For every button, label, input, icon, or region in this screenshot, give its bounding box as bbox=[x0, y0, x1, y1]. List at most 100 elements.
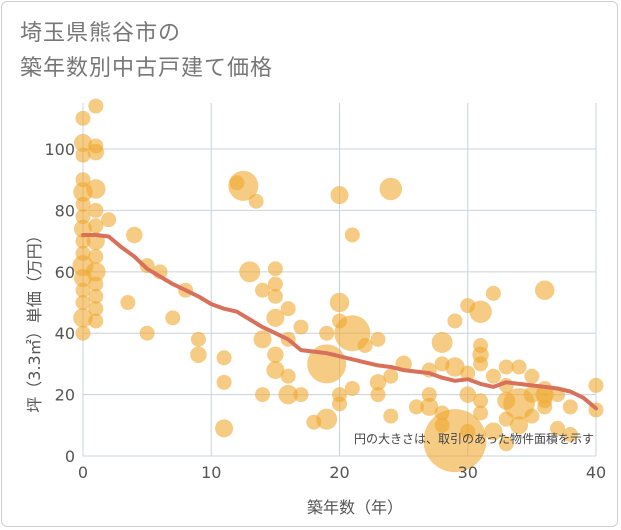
data-point bbox=[460, 423, 476, 439]
data-point bbox=[126, 226, 143, 244]
data-point bbox=[473, 393, 489, 409]
data-point bbox=[421, 387, 437, 403]
data-point bbox=[330, 186, 349, 205]
data-point bbox=[431, 331, 453, 353]
y-tick-label: 0 bbox=[65, 447, 75, 466]
size-legend-note: 円の大きさは、取引のあった物件面積を示す bbox=[354, 431, 594, 446]
data-point bbox=[511, 359, 527, 375]
data-point bbox=[550, 420, 566, 436]
data-point bbox=[460, 365, 476, 381]
data-point bbox=[420, 397, 439, 416]
x-tick-label: 0 bbox=[78, 463, 88, 482]
data-point bbox=[267, 261, 283, 277]
data-point bbox=[75, 282, 91, 298]
data-point bbox=[280, 301, 296, 317]
data-point bbox=[344, 227, 360, 243]
x-tick-label: 20 bbox=[329, 463, 349, 482]
x-tick-label: 10 bbox=[201, 463, 221, 482]
data-point bbox=[383, 408, 399, 424]
data-point bbox=[248, 193, 264, 209]
data-point bbox=[534, 280, 555, 300]
data-point bbox=[267, 276, 283, 292]
data-point bbox=[253, 330, 272, 349]
data-point bbox=[510, 416, 529, 435]
data-point bbox=[473, 356, 489, 372]
data-point bbox=[588, 377, 604, 393]
data-point bbox=[88, 288, 104, 304]
data-point bbox=[267, 346, 284, 363]
data-point bbox=[239, 261, 261, 283]
data-point bbox=[293, 387, 309, 403]
data-point bbox=[369, 374, 387, 391]
data-point bbox=[498, 359, 514, 375]
data-point bbox=[537, 399, 553, 415]
data-point bbox=[75, 209, 91, 225]
data-point bbox=[266, 361, 285, 380]
data-point bbox=[379, 177, 403, 201]
data-point bbox=[332, 396, 347, 412]
data-point bbox=[370, 331, 386, 347]
data-point bbox=[562, 427, 578, 443]
data-point bbox=[190, 346, 207, 363]
data-point bbox=[485, 285, 501, 301]
data-point bbox=[75, 233, 91, 249]
data-point bbox=[523, 386, 541, 403]
data-point bbox=[165, 310, 181, 326]
data-point bbox=[88, 98, 104, 114]
data-point bbox=[266, 308, 285, 327]
data-point bbox=[316, 408, 338, 430]
data-point bbox=[139, 325, 155, 341]
data-point bbox=[383, 368, 399, 384]
data-point bbox=[524, 368, 540, 384]
data-point bbox=[75, 196, 91, 212]
data-points bbox=[72, 98, 604, 473]
data-point bbox=[473, 405, 489, 421]
x-tick-label: 30 bbox=[458, 463, 478, 482]
data-point bbox=[445, 357, 465, 377]
y-tick-label: 20 bbox=[55, 386, 75, 405]
data-point bbox=[293, 319, 309, 335]
data-point bbox=[88, 248, 104, 264]
data-point bbox=[101, 212, 117, 228]
data-point bbox=[498, 436, 514, 452]
data-point bbox=[469, 300, 492, 323]
data-point bbox=[74, 133, 92, 152]
data-point bbox=[255, 282, 271, 298]
data-point bbox=[278, 384, 298, 405]
chart-title: 埼玉県熊谷市の 築年数別中古戸建て価格 bbox=[20, 21, 274, 81]
data-point bbox=[484, 422, 503, 441]
data-point bbox=[88, 313, 104, 329]
data-point bbox=[88, 218, 104, 234]
data-point bbox=[216, 350, 232, 366]
data-point bbox=[344, 380, 360, 396]
data-point bbox=[357, 337, 373, 353]
data-point bbox=[524, 408, 540, 424]
data-point bbox=[562, 399, 578, 415]
data-point bbox=[75, 325, 91, 341]
data-point bbox=[215, 419, 234, 438]
grid bbox=[82, 103, 597, 457]
y-tick-label: 100 bbox=[44, 140, 75, 159]
x-tick-label: 40 bbox=[586, 463, 606, 482]
y-tick-label: 80 bbox=[55, 201, 75, 220]
data-point bbox=[267, 288, 283, 304]
data-point bbox=[75, 147, 91, 163]
data-point bbox=[228, 170, 259, 201]
data-point bbox=[75, 110, 91, 126]
data-point bbox=[255, 387, 271, 403]
data-point bbox=[280, 368, 296, 384]
y-tick-label: 60 bbox=[55, 263, 75, 282]
x-axis-label: 築年数（年） bbox=[307, 498, 403, 517]
data-point bbox=[88, 202, 104, 218]
data-point bbox=[87, 143, 105, 161]
data-point bbox=[319, 325, 335, 341]
data-point bbox=[459, 386, 476, 403]
trend-line bbox=[81, 233, 598, 411]
data-point bbox=[370, 387, 386, 403]
y-axis-label: 坪（3.3㎡）単価（万円） bbox=[25, 227, 44, 412]
y-tick-label: 40 bbox=[55, 324, 75, 343]
data-point bbox=[86, 179, 106, 199]
data-point bbox=[408, 399, 424, 415]
